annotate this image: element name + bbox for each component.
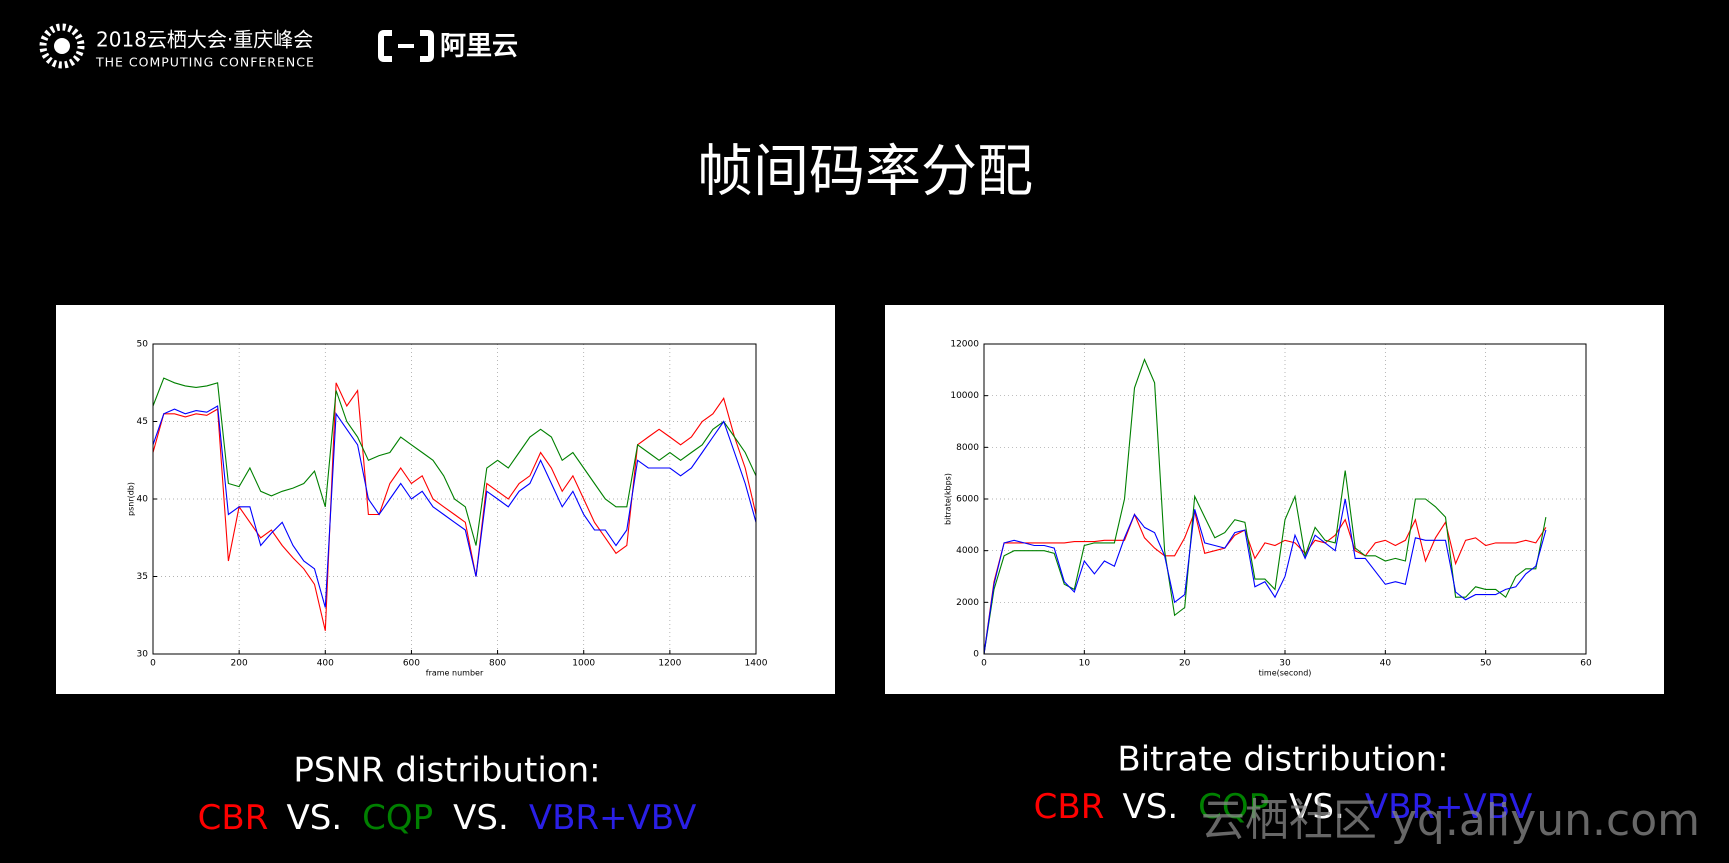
event-logo	[39, 23, 85, 69]
caption-part: VS.	[1123, 787, 1179, 827]
series-line	[983, 357, 1547, 655]
x-tick-label: 30	[1279, 659, 1291, 669]
x-tick-label: 1200	[658, 659, 681, 669]
caption-part: CBR	[198, 798, 268, 838]
brand-bracket-right	[420, 30, 434, 62]
watermark: 云栖社区 yq.aliyun.com	[1201, 795, 1700, 846]
x-tick-label: 40	[1380, 659, 1392, 669]
logo-dot	[54, 38, 70, 54]
series-line	[152, 405, 757, 608]
chart-panel	[885, 305, 1664, 694]
caption-title: PSNR distribution:	[293, 751, 600, 791]
caption-part: VS.	[453, 798, 509, 838]
caption-part: VBR+VBV	[1365, 787, 1533, 827]
y-tick-label: 0	[973, 650, 979, 660]
y-tick-label: 50	[137, 340, 149, 350]
x-tick-label: 600	[403, 659, 420, 669]
plot-frame	[983, 343, 1587, 655]
event-name: 2018云栖大会·重庆峰会	[96, 28, 313, 52]
x-tick-label: 60	[1580, 659, 1592, 669]
series-line	[152, 382, 757, 631]
y-tick-label: 30	[137, 650, 149, 660]
y-axis-label: bitrate(kbps)	[944, 473, 953, 525]
caption-part: CQP	[1198, 787, 1269, 827]
caption-comparison: CBR VS. CQP VS. VBR+VBV	[198, 798, 697, 838]
x-tick-label: 1400	[745, 659, 768, 669]
caption-title: Bitrate distribution:	[1117, 740, 1448, 780]
x-tick-label: 800	[489, 659, 506, 669]
y-tick-label: 2000	[956, 598, 979, 608]
caption-comparison: CBR VS. CQP VS. VBR+VBV	[1034, 787, 1533, 827]
y-tick-label: 6000	[956, 495, 979, 505]
logo-ring	[39, 23, 85, 69]
y-tick-label: 40	[137, 495, 149, 505]
caption-part: VS.	[287, 798, 343, 838]
caption-part: CBR	[1034, 787, 1104, 827]
brand-bracket-left	[378, 30, 392, 62]
series-line	[983, 498, 1547, 655]
x-tick-label: 50	[1480, 659, 1492, 669]
y-tick-label: 8000	[956, 443, 979, 453]
series-line	[152, 377, 757, 546]
y-tick-label: 12000	[950, 340, 979, 350]
caption-part: VS.	[1289, 787, 1345, 827]
x-tick-label: 20	[1179, 659, 1191, 669]
slide-title: 帧间码率分配	[697, 140, 1033, 205]
x-axis-label: time(second)	[1259, 669, 1312, 678]
x-tick-label: 0	[150, 659, 156, 669]
y-axis-label: psnr(db)	[127, 482, 136, 516]
plot-frame	[152, 343, 757, 655]
x-axis-label: frame number	[426, 669, 484, 678]
series-line	[983, 510, 1547, 655]
y-tick-label: 35	[137, 572, 148, 582]
brand-logo	[378, 30, 434, 62]
y-tick-label: 10000	[950, 391, 979, 401]
x-tick-label: 0	[981, 659, 987, 669]
y-tick-label: 4000	[956, 546, 979, 556]
brand-name: 阿里云	[440, 32, 518, 62]
x-tick-label: 400	[317, 659, 334, 669]
x-tick-label: 1000	[572, 659, 595, 669]
caption-part: CQP	[362, 798, 433, 838]
x-tick-label: 200	[231, 659, 248, 669]
caption-part: VBR+VBV	[529, 798, 697, 838]
event-subtitle: THE COMPUTING CONFERENCE	[95, 55, 315, 70]
chart-panel	[56, 305, 835, 694]
y-tick-label: 45	[137, 417, 148, 427]
x-tick-label: 10	[1079, 659, 1091, 669]
